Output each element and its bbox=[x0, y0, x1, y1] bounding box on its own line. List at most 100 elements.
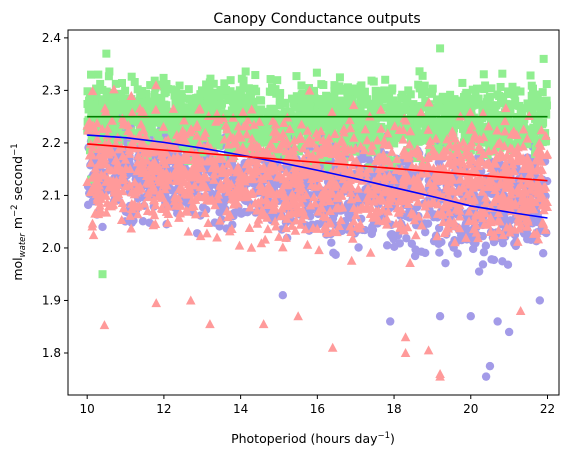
scatter-point bbox=[278, 242, 288, 252]
scatter-point bbox=[359, 134, 368, 143]
scatter-point bbox=[342, 111, 351, 120]
scatter-point bbox=[325, 205, 335, 215]
scatter-point bbox=[472, 84, 481, 93]
scatter-point bbox=[437, 129, 446, 138]
scatter-point bbox=[542, 101, 551, 110]
scatter-point bbox=[438, 92, 447, 101]
scatter-point bbox=[121, 86, 130, 95]
scatter-point bbox=[210, 218, 220, 227]
scatter-point bbox=[88, 137, 97, 146]
scatter-point bbox=[223, 212, 233, 222]
scatter-point bbox=[82, 177, 93, 187]
scatter-point bbox=[136, 107, 147, 117]
scatter-point bbox=[212, 109, 222, 119]
scatter-point bbox=[434, 223, 444, 233]
y-tick-label: 2.2 bbox=[42, 136, 61, 150]
scatter-point bbox=[156, 189, 167, 199]
scatter-point bbox=[346, 194, 357, 204]
scatter-point bbox=[221, 120, 231, 130]
scatter-point bbox=[95, 203, 105, 213]
scatter-point bbox=[461, 91, 470, 100]
scatter-point bbox=[98, 270, 107, 279]
scatter-point bbox=[441, 145, 452, 155]
scatter-point bbox=[281, 176, 291, 186]
scatter-point bbox=[224, 96, 233, 105]
scatter-point bbox=[415, 84, 424, 93]
scatter-point bbox=[330, 128, 340, 138]
scatter-point bbox=[479, 84, 488, 93]
scatter-point bbox=[474, 97, 483, 106]
scatter-point bbox=[539, 118, 548, 127]
scatter-point bbox=[262, 199, 273, 209]
scatter-point bbox=[177, 93, 186, 102]
scatter-point bbox=[205, 319, 215, 329]
scatter-point bbox=[91, 189, 102, 199]
scatter-point bbox=[470, 129, 480, 139]
scatter-point bbox=[278, 110, 287, 119]
scatter-point bbox=[466, 312, 475, 321]
scatter-point bbox=[194, 138, 205, 148]
scatter-point bbox=[116, 215, 127, 225]
scatter-point bbox=[499, 141, 510, 151]
x-axis-title: Photoperiod (hours day−1) bbox=[231, 431, 395, 446]
scatter-point bbox=[455, 105, 464, 114]
scatter-point bbox=[487, 176, 497, 186]
scatter-point bbox=[513, 216, 524, 226]
scatter-point bbox=[415, 67, 424, 76]
scatter-point bbox=[270, 203, 281, 213]
scatter-point bbox=[335, 73, 344, 82]
scatter-point bbox=[110, 155, 121, 165]
scatter-point bbox=[175, 208, 186, 218]
scatter-point bbox=[394, 117, 403, 126]
scatter-point bbox=[83, 200, 93, 210]
scatter-point bbox=[86, 148, 97, 158]
scatter-point bbox=[434, 144, 443, 153]
scatter-point bbox=[425, 119, 434, 128]
scatter-point bbox=[109, 187, 120, 197]
scatter-point bbox=[455, 120, 464, 129]
scatter-point bbox=[468, 244, 478, 254]
scatter-point bbox=[145, 103, 154, 112]
scatter-point bbox=[397, 166, 408, 176]
scatter-point bbox=[255, 180, 265, 190]
scatter-point bbox=[269, 126, 279, 136]
scatter-point bbox=[539, 54, 548, 63]
scatter-point bbox=[346, 226, 356, 236]
scatter-point bbox=[485, 92, 494, 101]
scatter-point bbox=[271, 221, 281, 231]
scatter-point bbox=[186, 124, 196, 134]
scatter-point bbox=[207, 194, 218, 204]
scatter-point bbox=[113, 162, 124, 172]
scatter-point bbox=[516, 106, 525, 115]
scatter-point bbox=[535, 296, 545, 305]
scatter-point bbox=[512, 236, 523, 246]
scatter-point bbox=[258, 161, 269, 171]
scatter-point bbox=[295, 185, 306, 195]
scatter-point bbox=[147, 166, 157, 176]
scatter-point bbox=[120, 163, 131, 173]
scatter-point bbox=[287, 189, 298, 199]
scatter-point bbox=[345, 115, 355, 125]
scatter-point bbox=[461, 176, 471, 186]
scatter-point bbox=[251, 71, 260, 80]
scatter-point bbox=[127, 72, 136, 81]
scatter-point bbox=[477, 213, 488, 223]
scatter-point bbox=[246, 242, 257, 252]
scatter-point bbox=[382, 213, 392, 223]
scatter-point bbox=[389, 121, 400, 131]
scatter-point bbox=[264, 136, 273, 145]
scatter-point bbox=[387, 86, 396, 95]
scatter-point bbox=[94, 150, 104, 160]
scatter-point bbox=[379, 103, 388, 112]
scatter-point bbox=[223, 139, 234, 149]
scatter-point bbox=[397, 180, 407, 190]
scatter-point bbox=[287, 207, 297, 217]
scatter-point bbox=[540, 182, 551, 192]
scatter-point bbox=[489, 255, 499, 265]
scatter-point bbox=[424, 107, 433, 116]
scatter-point bbox=[374, 98, 383, 107]
scatter-point bbox=[319, 81, 328, 90]
scatter-point bbox=[501, 103, 511, 113]
scatter-point bbox=[383, 137, 392, 146]
scatter-point bbox=[305, 200, 316, 210]
